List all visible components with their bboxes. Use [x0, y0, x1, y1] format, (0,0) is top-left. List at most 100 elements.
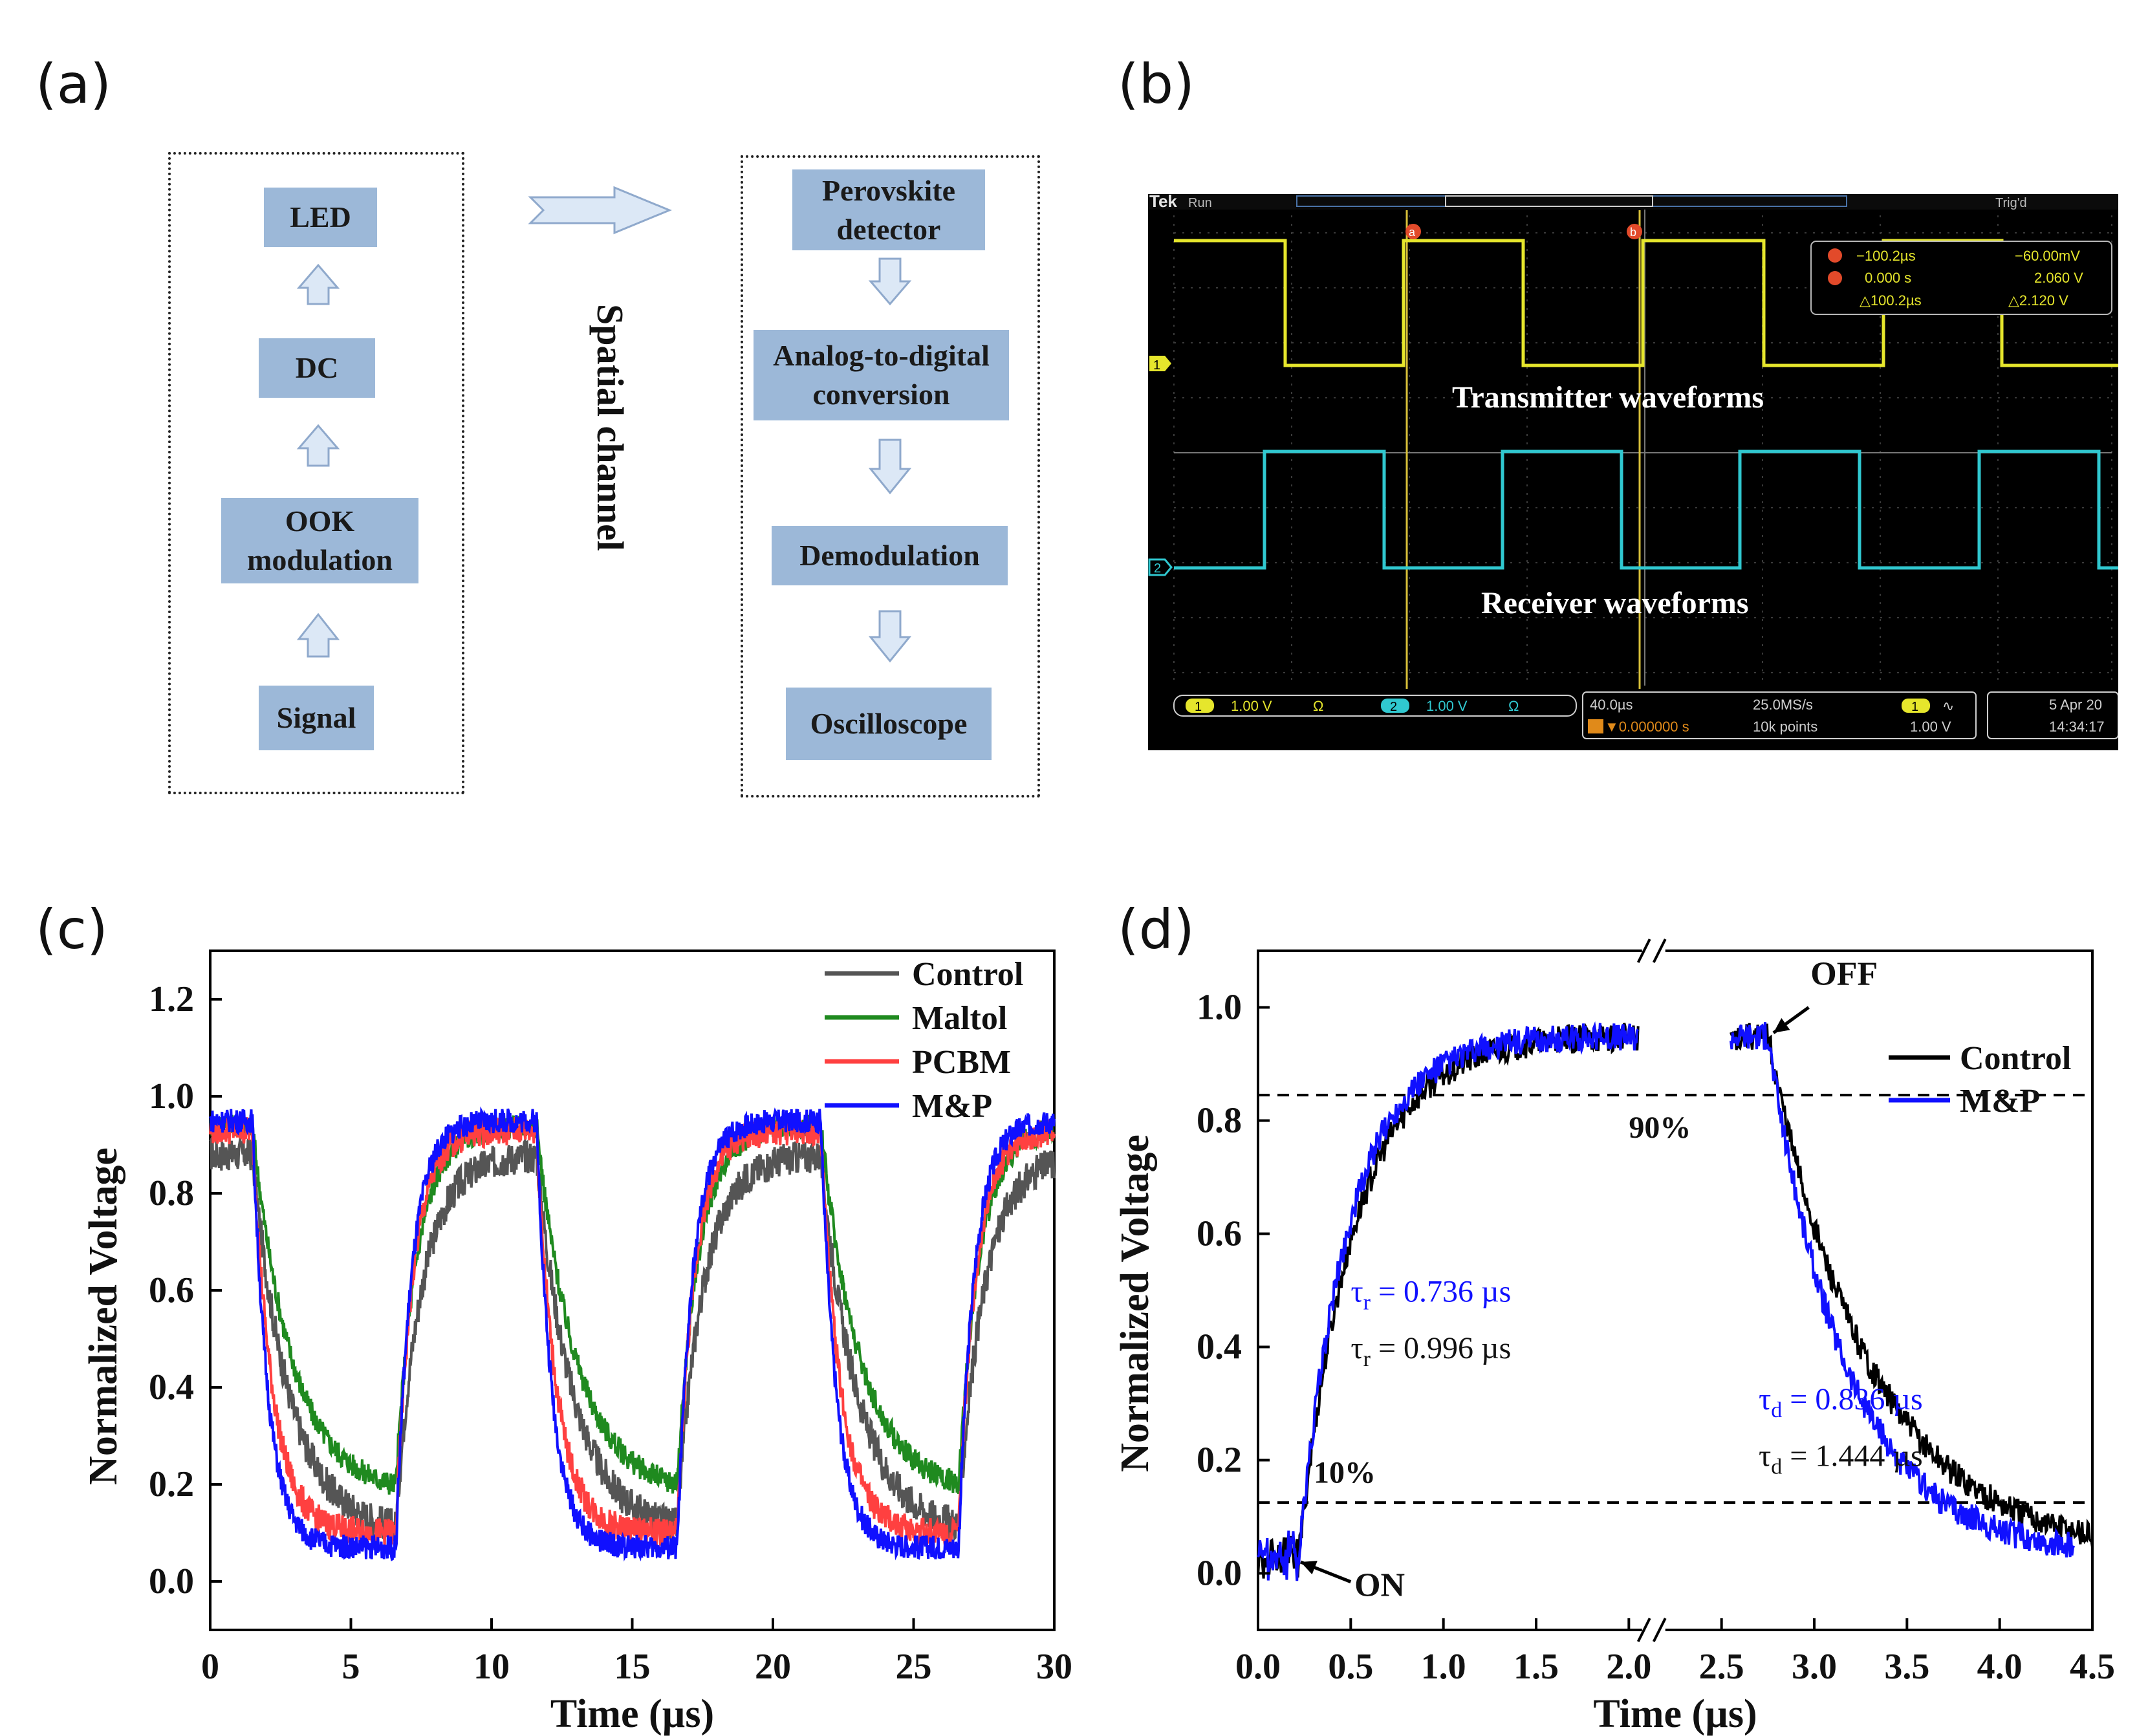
- bottom-trigger-position: ▼0.000000 s: [1605, 719, 1689, 735]
- chart-d-xtick-label: 3.0: [1792, 1647, 1837, 1687]
- chart-d-xtick-label: 0.0: [1235, 1647, 1281, 1687]
- chart-c-xlabel: Time (µs): [550, 1692, 714, 1736]
- chart-c-xtick-label: 5: [342, 1647, 360, 1687]
- chart-c-xtick-label: 10: [473, 1647, 510, 1687]
- ch1-level-number: 1: [1153, 358, 1160, 373]
- readout-b-time: 0.000 s: [1865, 270, 1911, 286]
- bottom-ch1-ohm: Ω: [1313, 698, 1323, 714]
- arrow-down-1: [868, 257, 912, 306]
- arrow-down-2: [868, 439, 912, 495]
- timebase-box[interactable]: [1582, 691, 1977, 739]
- cursor-a-letter: a: [1409, 226, 1416, 239]
- axis-break-mark: [1652, 1618, 1667, 1642]
- bottom-trig-src: 1: [1911, 700, 1918, 714]
- tau-decay-control: τd = 1.444 µs: [1759, 1438, 1923, 1479]
- flow-box-ook: OOK modulation: [221, 498, 418, 583]
- readout-b-volt: 2.060 V: [2034, 270, 2083, 286]
- chart-c-legend-label: Control: [912, 956, 1023, 993]
- tau-decay-mp: τd = 0.836 µs: [1759, 1382, 1923, 1422]
- oscilloscope-screen: Tek Run Trig'd a b −100.2µs −60.00mV 0.0…: [1148, 194, 2118, 750]
- flow-box-signal: Signal: [259, 686, 374, 750]
- transmitter-frame: [168, 152, 464, 794]
- hline-90-label: 90%: [1629, 1111, 1691, 1145]
- ch2-level-number: 2: [1154, 561, 1161, 576]
- chart-d-ytick-label: 0.6: [1197, 1214, 1242, 1254]
- receiver-frame: [741, 155, 1040, 797]
- bottom-time: 14:34:17: [2049, 719, 2105, 735]
- chart-d-series-mandp-decay: [1730, 1022, 2076, 1557]
- chart-d-ytick-label: 0.0: [1197, 1554, 1242, 1594]
- bottom-ch2-num: 2: [1390, 700, 1397, 714]
- cursor-a-marker[interactable]: [1405, 224, 1421, 239]
- chart-d-plot-frame: [1257, 949, 2094, 1631]
- bottom-timebase: 40.0µs: [1590, 697, 1633, 713]
- chart-c-ytick-label: 0.0: [149, 1561, 194, 1601]
- chart-c-series-control: [209, 1135, 1056, 1542]
- readout-delta-volt: △2.120 V: [2008, 292, 2068, 309]
- axis-break-top-gap: [1642, 938, 1665, 964]
- bottom-sample-rate: 25.0MS/s: [1753, 697, 1813, 713]
- receiver-label: Receiver waveforms: [1481, 586, 1749, 620]
- chart-c-series-maltol: [209, 1114, 1056, 1495]
- chart-d-xlabel: Time (µs): [1593, 1692, 1757, 1736]
- flow-box-adc: Analog-to-digital conversion: [754, 330, 1009, 420]
- chart-d-ylabel: Normalized Voltage: [1113, 1134, 1157, 1472]
- flow-box-demodulation: Demodulation: [772, 526, 1008, 585]
- chart-c-ytick-label: 0.4: [149, 1367, 194, 1407]
- arrow-off-head: [1773, 1017, 1790, 1033]
- chart-d-xtick-label: 1.0: [1421, 1647, 1466, 1687]
- chart-d-xtick-label: 0.5: [1328, 1647, 1373, 1687]
- chart-c-legend-label: M&P: [912, 1088, 992, 1125]
- bottom-trig-slope: ∿: [1942, 698, 1954, 714]
- axis-break-mark: [1636, 1618, 1651, 1642]
- transmitter-label: Transmitter waveforms: [1452, 380, 1764, 415]
- ch1-level-marker[interactable]: [1149, 356, 1171, 371]
- chart-c: 0 5 10 15 20 25 30 0.0 0.2 0.4 0.6 0.8 1.0 1.2 Time (…: [81, 949, 1072, 1736]
- chart-d-xtick-label: 2.0: [1606, 1647, 1651, 1687]
- chart-d-ytick-label: 0.4: [1197, 1327, 1242, 1367]
- bottom-trig-level: 1.00 V: [1910, 719, 1951, 735]
- arrow-right-channel: [528, 186, 672, 235]
- chart-d-series-control-decay: [1730, 1023, 2094, 1548]
- flow-arrows: [296, 186, 912, 663]
- chart-c-ytick-label: 0.8: [149, 1173, 194, 1213]
- panel-label-c: (c): [36, 898, 108, 961]
- ch2-waveform: [1174, 450, 2118, 570]
- arrow-up-3: [296, 613, 340, 658]
- chart-c-xtick-label: 20: [755, 1647, 791, 1687]
- panel-label-a: (a): [36, 52, 112, 116]
- panel-label-d: (d): [1118, 898, 1195, 961]
- panel-label-b: (b): [1118, 52, 1195, 116]
- tau-rise-mp: τr = 0.736 µs: [1351, 1275, 1511, 1315]
- annotation-off: OFF: [1810, 956, 1878, 993]
- chart-c-xtick-label: 30: [1036, 1647, 1072, 1687]
- chart-c-xtick-label: 15: [614, 1647, 651, 1687]
- arrow-down-3: [868, 610, 912, 663]
- chart-c-ylabel: Normalized Voltage: [81, 1147, 125, 1485]
- chart-d-xtick-label: 4.5: [2070, 1647, 2115, 1687]
- scope-trig-status: Trig'd: [1995, 196, 2027, 210]
- chart-d-legend-label: Control: [1960, 1040, 2071, 1077]
- readout-a-volt: −60.00mV: [2015, 248, 2080, 264]
- chart-c-xtick-label: 0: [201, 1647, 219, 1687]
- axis-break-mark: [1652, 939, 1667, 963]
- cursor-b-letter: b: [1630, 226, 1636, 239]
- chart-c-series-pcbm: [209, 1115, 1056, 1548]
- chart-d-ytick-label: 0.2: [1197, 1440, 1242, 1481]
- datetime-box: [1987, 691, 2118, 739]
- chart-d-legend-label: M&P: [1960, 1083, 2040, 1120]
- readout-delta-time: △100.2µs: [1860, 292, 1922, 309]
- tau-rise-control: τr = 0.996 µs: [1351, 1331, 1511, 1371]
- bottom-ch2-scale: 1.00 V: [1426, 698, 1468, 714]
- axis-break-bottom-gap: [1642, 1617, 1665, 1643]
- arrow-up-1: [296, 263, 340, 305]
- flow-box-oscilloscope: Oscilloscope: [786, 688, 992, 760]
- channel-scale-bar[interactable]: [1173, 695, 1577, 717]
- chart-d-ytick-label: 0.8: [1197, 1101, 1242, 1141]
- scope-run-status: Run: [1188, 196, 1212, 210]
- chart-d: 0.0 0.5 1.0 1.5 2.0 2.5 3.0 3.5 4.0 4.5 0.0 0.2 0.4 0…: [1113, 938, 2115, 1736]
- cursor-b-marker[interactable]: [1627, 224, 1642, 239]
- flow-box-led: LED: [264, 188, 377, 247]
- bottom-date: 5 Apr 20: [2049, 697, 2102, 713]
- ch2-level-marker[interactable]: [1148, 558, 1173, 576]
